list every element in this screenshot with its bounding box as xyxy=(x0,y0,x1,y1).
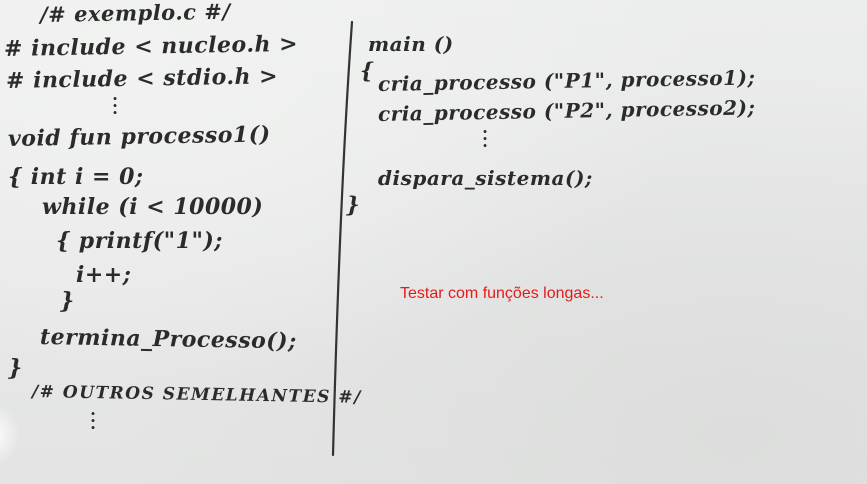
ellipsis-vertical-3: · · · xyxy=(482,122,488,155)
dispara-sistema: dispara_sistema(); xyxy=(378,166,593,190)
include-nucleo: # include < nucleo.h > xyxy=(3,30,299,62)
outer-brace-close: } xyxy=(8,355,23,381)
termina-statement: termina_Processo(); xyxy=(39,324,297,355)
header-comment: /# exemplo.c #/ xyxy=(39,0,231,27)
overlay-note-text: Testar com funções longas... xyxy=(400,285,604,302)
main-brace-open: { xyxy=(360,58,375,83)
include-stdio: # include < stdio.h > xyxy=(5,63,279,94)
inner-brace-close: } xyxy=(60,288,75,314)
increment-statement: i++; xyxy=(76,262,132,288)
function-signature: void fun processo1() xyxy=(7,121,271,152)
while-statement: while (i < 10000) xyxy=(42,194,264,220)
light-glare xyxy=(0,405,20,465)
main-signature: main () xyxy=(368,32,454,56)
ellipsis-vertical-2: · · · xyxy=(90,404,96,437)
ellipsis-vertical-1: · · · xyxy=(112,89,118,122)
printf-statement: { printf("1"); xyxy=(56,228,223,254)
main-brace-close: } xyxy=(346,192,361,217)
brace-open-int-decl: { int i = 0; xyxy=(8,164,144,190)
